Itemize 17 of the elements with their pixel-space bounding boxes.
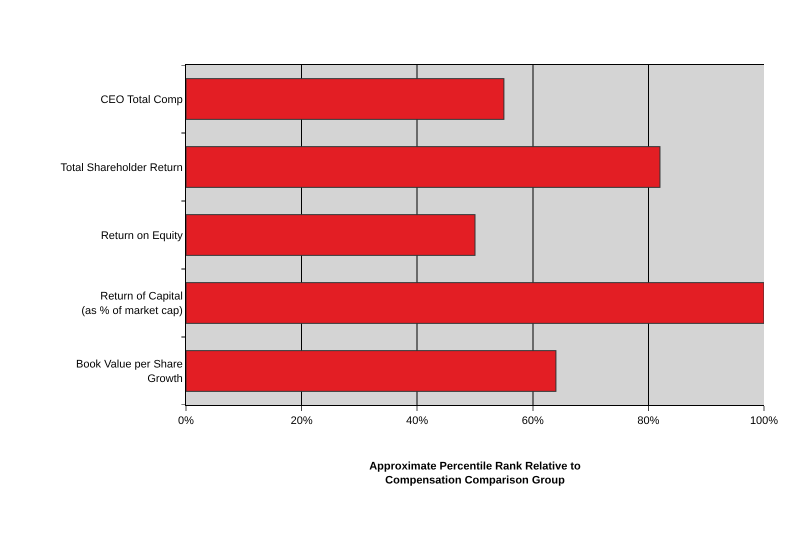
bar — [186, 78, 504, 120]
x-tick-label: 20% — [290, 415, 313, 428]
bar — [186, 282, 764, 324]
y-tick-label: Book Value per Share Growth — [76, 358, 183, 385]
x-tick-label: 40% — [406, 415, 428, 428]
bar — [186, 214, 476, 256]
bar — [186, 146, 660, 188]
x-tick-label: 60% — [522, 415, 544, 428]
bar — [186, 350, 556, 392]
y-tick-label: Total Shareholder Return — [60, 162, 183, 174]
x-tick-label: 100% — [750, 415, 778, 428]
y-tick-label: Return on Equity — [100, 230, 184, 242]
y-tick-label: CEO Total Comp — [100, 94, 183, 106]
x-axis-title: Approximate Percentile Rank Relative to Compensation Comparison Group — [369, 460, 582, 487]
x-tick-label: 0% — [178, 415, 194, 428]
x-tick-label: 80% — [637, 415, 660, 428]
y-tick-label: Return of Capital (as % of market cap) — [81, 290, 183, 317]
